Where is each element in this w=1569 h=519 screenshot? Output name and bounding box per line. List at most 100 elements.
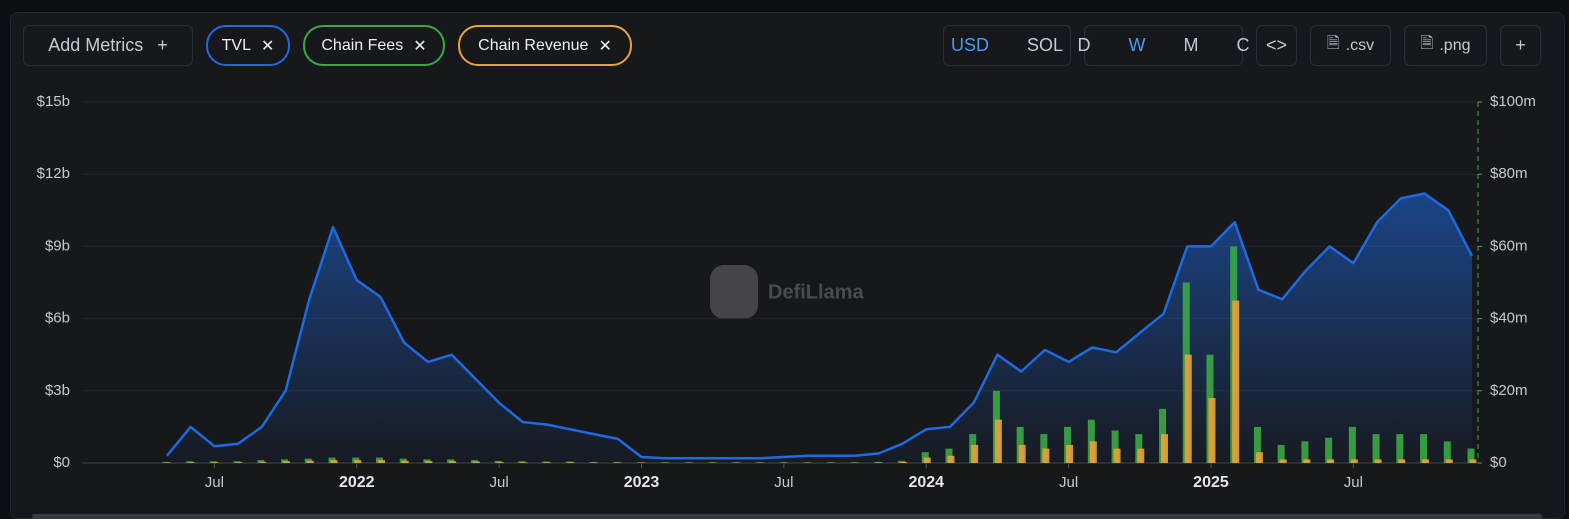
bar — [520, 462, 528, 463]
y-tick-label: $0 — [53, 454, 70, 471]
bar — [1301, 441, 1309, 463]
bar — [399, 458, 407, 463]
bar — [211, 462, 219, 463]
bar — [330, 460, 338, 463]
bar — [354, 460, 362, 463]
bar — [1398, 459, 1406, 463]
bar — [947, 455, 955, 463]
close-icon: ✕ — [413, 37, 427, 55]
bar — [1113, 448, 1121, 463]
y2-tick-label: $100m — [1490, 93, 1536, 110]
watermark-text: DefiLlama — [768, 281, 864, 303]
bar — [518, 461, 526, 463]
bar — [401, 460, 409, 463]
area — [166, 193, 1472, 463]
y2-tick-label: $60m — [1490, 237, 1528, 254]
bar — [994, 419, 1002, 463]
legend-label: TVL — [221, 36, 251, 54]
bar — [1042, 448, 1050, 463]
add-button[interactable]: + — [1500, 25, 1541, 66]
bar — [1443, 441, 1451, 463]
bar — [1350, 459, 1358, 463]
bar — [1445, 459, 1453, 463]
bar — [1420, 434, 1428, 463]
y-tick-label: $12b — [37, 165, 70, 182]
png-button[interactable]: 🗎 .png — [1404, 25, 1487, 66]
x-tick-label: Jul — [1059, 474, 1078, 491]
bar — [304, 458, 312, 463]
bar — [589, 461, 597, 463]
toggle-option[interactable]: SOL — [1027, 35, 1064, 55]
currency-toggle: USD SOL — [943, 25, 1071, 66]
bar — [900, 461, 908, 463]
x-tick-label: 2023 — [624, 474, 660, 491]
icon: 🗎 — [1420, 35, 1434, 52]
toggle-option[interactable]: D — [1077, 35, 1091, 55]
toggle-option[interactable]: USD — [950, 35, 989, 55]
x-tick-label: 2025 — [1193, 474, 1229, 491]
bar — [1374, 459, 1382, 463]
bar — [1184, 354, 1192, 463]
y2-tick-label: $0 — [1490, 454, 1507, 471]
bar — [1255, 452, 1263, 463]
y-tick-label: $15b — [37, 93, 70, 110]
bar — [1469, 459, 1477, 463]
y-tick-label: $6b — [45, 310, 70, 327]
add-metrics-button[interactable]: Add Metrics + — [23, 25, 193, 66]
line — [165, 192, 1474, 460]
x-tick-label: Jul — [774, 474, 793, 491]
bar — [1279, 459, 1287, 463]
bar — [449, 461, 457, 463]
bar — [923, 457, 931, 463]
bar — [472, 461, 480, 463]
bar — [235, 462, 243, 463]
bar — [162, 461, 170, 463]
bar — [1303, 459, 1311, 463]
toggle-option[interactable]: C — [1236, 35, 1250, 55]
y-tick-label: $3b — [45, 382, 70, 399]
bar — [544, 462, 552, 463]
x-tick-label: Jul — [490, 474, 509, 491]
label: Add Metrics — [48, 35, 144, 55]
legend-chip[interactable]: Chain Revenue ✕ — [458, 25, 632, 66]
bar — [1396, 434, 1404, 463]
bar — [1232, 300, 1240, 463]
bar — [1161, 434, 1169, 463]
embed-button[interactable]: <> — [1256, 25, 1297, 66]
watermark: DefiLlama — [710, 265, 864, 319]
bar — [1089, 441, 1097, 463]
bar — [1253, 426, 1261, 463]
toggle-option[interactable]: W — [1128, 35, 1146, 55]
legend-chip[interactable]: TVL ✕ — [206, 25, 290, 66]
bar — [425, 461, 433, 463]
x-tick-label: Jul — [205, 474, 224, 491]
close-icon: ✕ — [260, 37, 275, 55]
bar — [377, 460, 385, 463]
bar — [1018, 444, 1026, 463]
label: .csv — [1345, 36, 1375, 54]
close-icon: ✕ — [598, 37, 612, 55]
bar — [283, 461, 291, 463]
bar — [496, 461, 504, 463]
bar — [971, 444, 979, 463]
legend-chip[interactable]: Chain Fees ✕ — [303, 25, 445, 66]
bar — [233, 461, 241, 463]
bar — [257, 460, 265, 463]
bar — [1111, 430, 1119, 463]
bar — [1208, 398, 1216, 463]
toggle-option[interactable]: M — [1183, 35, 1199, 55]
bar — [209, 461, 217, 463]
x-tick-label: Jul — [1344, 474, 1363, 491]
bar — [1467, 448, 1475, 463]
bar — [306, 460, 314, 463]
bar — [186, 461, 194, 463]
bar — [1372, 434, 1380, 463]
bar — [567, 462, 575, 463]
scrollbar[interactable] — [32, 514, 1542, 519]
icon: 🗎 — [1326, 35, 1340, 52]
bar — [1327, 459, 1335, 463]
csv-button[interactable]: 🗎 .csv — [1310, 25, 1391, 66]
legend-label: Chain Fees — [321, 36, 404, 54]
